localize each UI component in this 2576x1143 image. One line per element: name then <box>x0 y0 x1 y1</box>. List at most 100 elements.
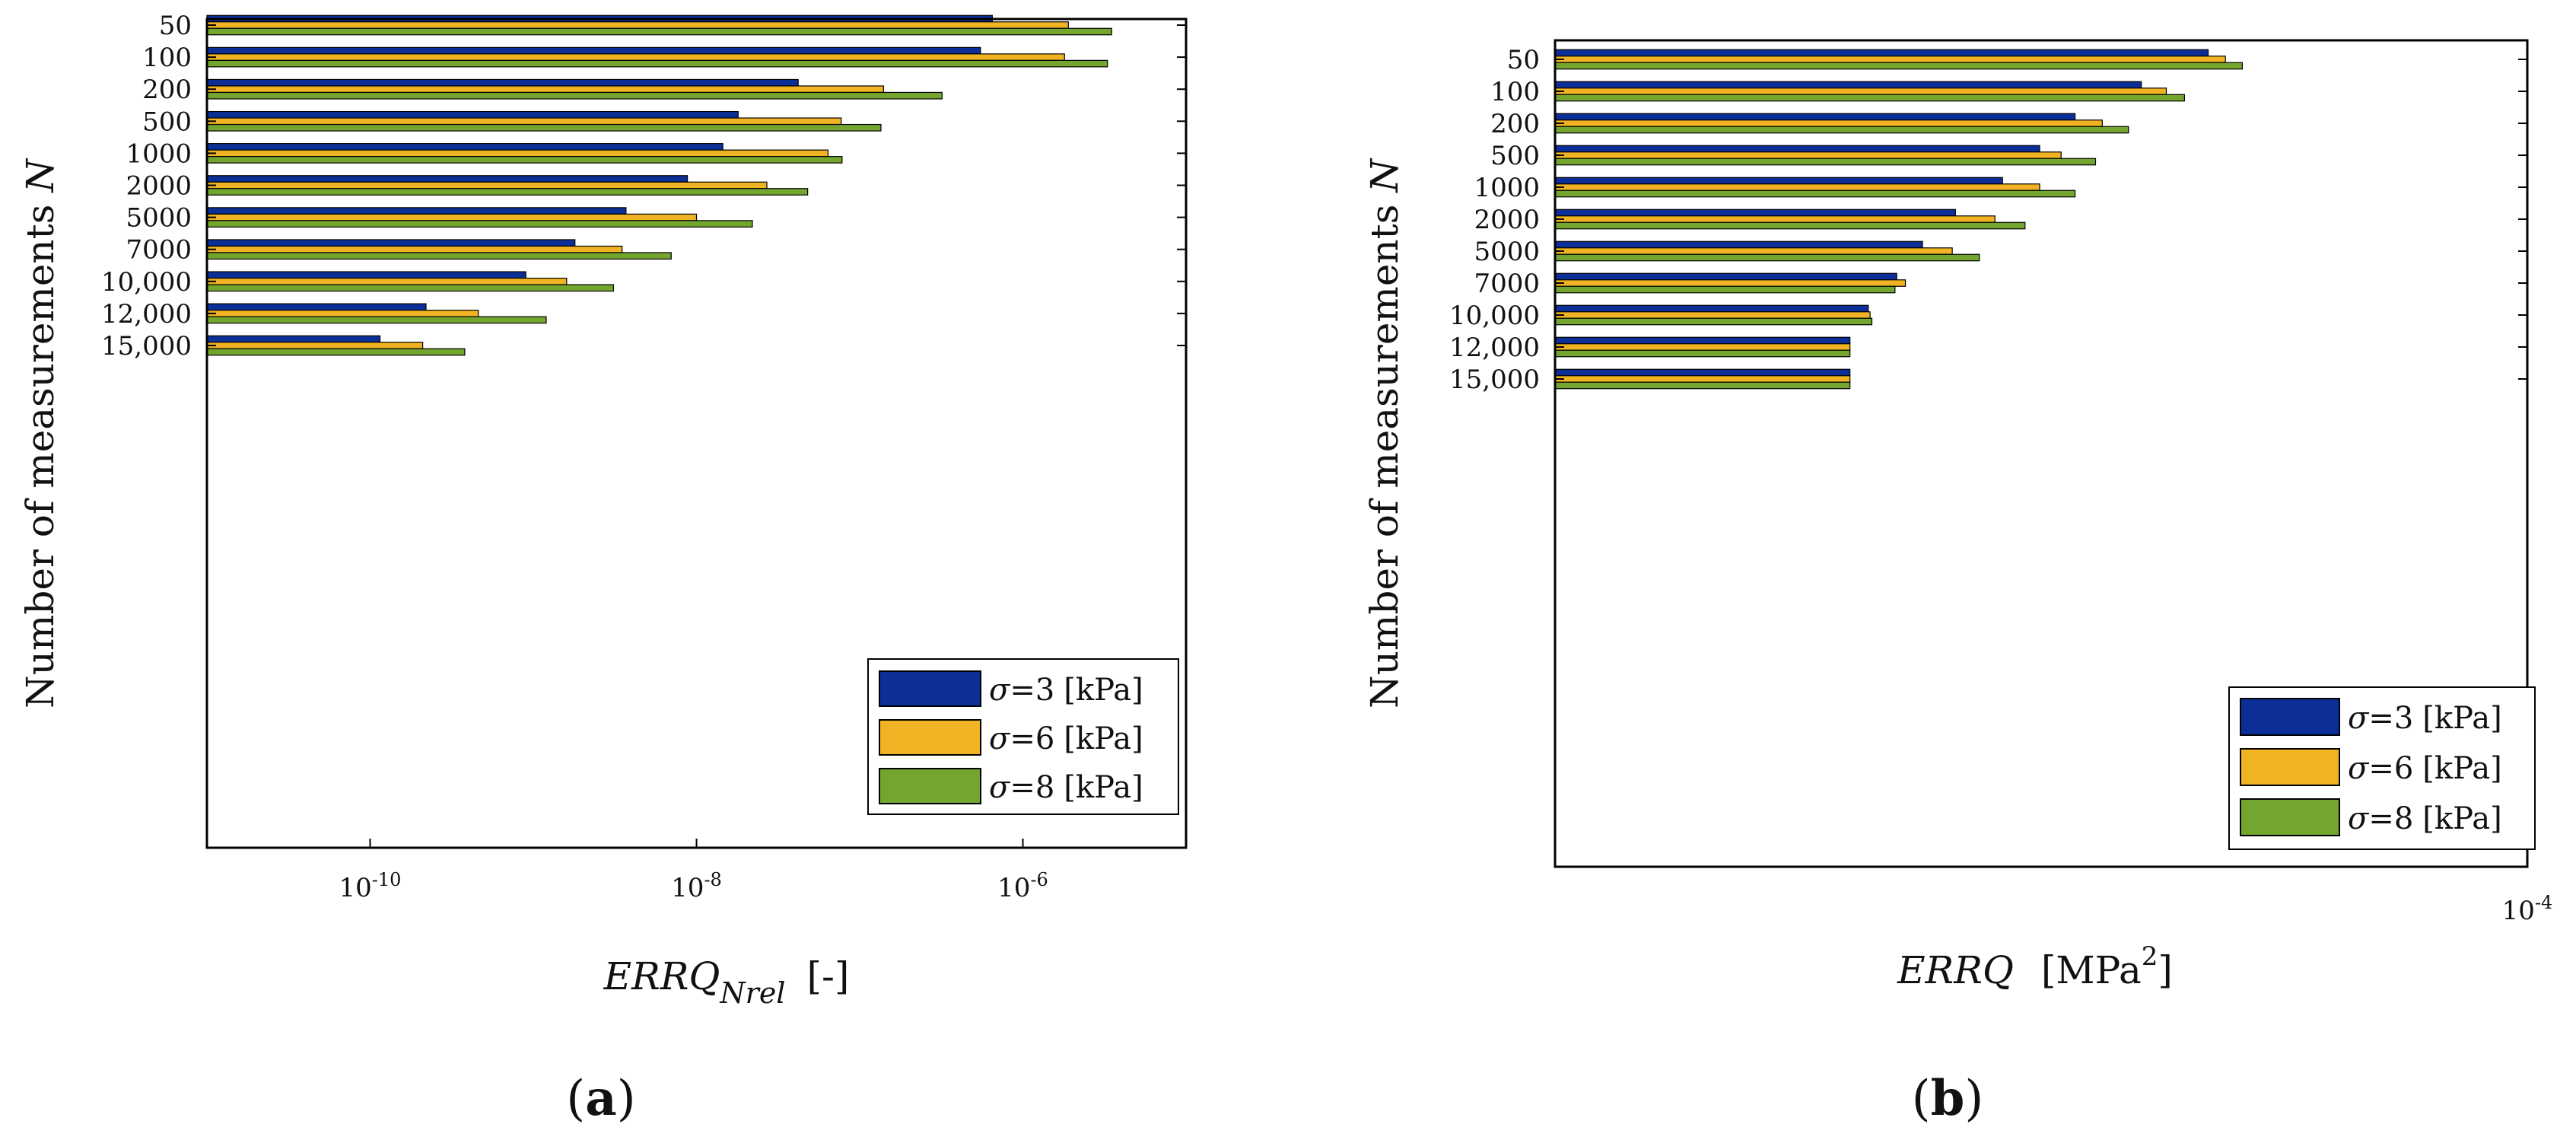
y-tick-label-b-10: 15,000 <box>1449 365 1540 395</box>
chart-a: 50100200500100020005000700010,00012,0001… <box>18 11 1188 1127</box>
panel-label-b-open: ( <box>1912 1071 1931 1127</box>
bar-b-8-2 <box>1554 317 1873 326</box>
bar-b-10-1 <box>1554 375 1851 383</box>
bar-b-10-2 <box>1554 381 1851 390</box>
y-tick-label-a-8: 10,000 <box>101 267 192 298</box>
bar-a-8-0 <box>206 271 526 279</box>
legend-unit-b-0: [kPa] <box>2422 701 2501 736</box>
chart-b: 50100200500100020005000700010,00012,0001… <box>1363 39 2552 1127</box>
legend-sigma-a-1: σ <box>989 721 1011 756</box>
bar-a-8-1 <box>206 277 568 285</box>
y-axis-title-b-text: Number of measurements <box>1363 193 1407 708</box>
bar-b-4-2 <box>1554 189 2076 198</box>
bar-b-1-2 <box>1554 94 2186 102</box>
legend-unit-b-2: [kPa] <box>2422 801 2501 836</box>
bar-a-2-0 <box>206 78 799 87</box>
bar-a-10-0 <box>206 335 381 343</box>
y-tick-label-b-6: 5000 <box>1474 237 1540 267</box>
legend-value-a-2: =8 <box>1010 770 1054 805</box>
bar-a-4-1 <box>206 149 829 158</box>
x-axis-title-b-unit-exp: 2 <box>2142 941 2158 972</box>
legend-label-b-2: σ=8 [kPa] <box>2348 801 2502 836</box>
bar-b-4-1 <box>1554 183 2040 191</box>
y-axis-title-a-var: N <box>18 158 62 193</box>
bar-a-5-0 <box>206 175 689 183</box>
bar-b-9-1 <box>1554 343 1851 351</box>
legend-sigma-a-2: σ <box>989 770 1011 805</box>
bar-b-5-0 <box>1554 209 1957 217</box>
legend-swatch-a-0 <box>879 670 981 707</box>
bar-b-7-2 <box>1554 285 1896 294</box>
bar-b-3-1 <box>1554 151 2062 159</box>
bar-b-0-0 <box>1554 49 2209 57</box>
y-tick-label-a-10: 15,000 <box>101 331 192 361</box>
panel-label-b: (b) <box>1912 1070 1984 1127</box>
panel-label-b-close: ) <box>1964 1071 1983 1127</box>
y-tick-label-b-9: 12,000 <box>1449 333 1540 363</box>
bar-a-1-2 <box>206 59 1108 68</box>
bar-a-10-2 <box>206 348 466 356</box>
legend-value-b-1: =6 <box>2368 751 2413 786</box>
plot-frame-b <box>1554 39 2529 868</box>
y-tick-label-a-1: 100 <box>142 43 192 73</box>
x-axis-title-b-main: ERRQ <box>1897 948 2014 992</box>
bar-b-6-2 <box>1554 253 1980 262</box>
x-axis-title-a: ERRQNrel [-] <box>603 954 850 1010</box>
bar-b-7-0 <box>1554 272 1897 281</box>
bar-b-0-2 <box>1554 62 2243 70</box>
legend-swatch-a-1 <box>879 719 981 756</box>
legend-value-b-0: =3 <box>2368 701 2413 736</box>
y-tick-label-a-9: 12,000 <box>101 299 192 330</box>
x-tick-label-a-2: 10-6 <box>997 869 1048 903</box>
bar-a-6-0 <box>206 207 627 215</box>
legend-label-a-0: σ=3 [kPa] <box>989 673 1143 708</box>
y-tick-label-b-3: 500 <box>1490 141 1540 171</box>
y-tick-label-a-7: 7000 <box>126 235 192 266</box>
x-tick-labels-a: 10-10 10-8 10-6 <box>339 839 1048 903</box>
bar-b-10-0 <box>1554 368 1851 377</box>
bar-b-5-1 <box>1554 215 1996 223</box>
bar-b-6-0 <box>1554 240 1923 249</box>
legend-a: σ=3 [kPa] σ=6 [kPa] σ=8 [kPa] <box>867 658 1179 815</box>
bar-a-0-2 <box>206 27 1112 36</box>
panel-label-b-letter: b <box>1931 1070 1965 1127</box>
y-tick-label-a-5: 2000 <box>126 171 192 202</box>
legend-label-b-0: σ=3 [kPa] <box>2348 701 2502 736</box>
bar-a-6-1 <box>206 213 698 221</box>
bar-a-7-2 <box>206 252 672 260</box>
x-axis-title-b: ERRQ [MPa2] <box>1897 941 2173 992</box>
panel-label-a-open: ( <box>566 1071 585 1127</box>
legend-value-b-2: =8 <box>2368 801 2413 836</box>
bar-a-4-2 <box>206 156 843 164</box>
panel-label-a-close: ) <box>617 1071 636 1127</box>
legend-unit-b-1: [kPa] <box>2422 751 2501 786</box>
bar-b-2-2 <box>1554 126 2129 134</box>
bar-a-7-0 <box>206 239 576 247</box>
bar-a-7-1 <box>206 245 623 253</box>
x-axis-title-a-main: ERRQ <box>603 954 720 998</box>
bar-b-1-1 <box>1554 88 2167 95</box>
bar-a-1-1 <box>206 53 1065 61</box>
bar-a-8-2 <box>206 284 614 292</box>
x-axis-title-a-unit: [-] <box>806 954 849 998</box>
legend-value-a-0: =3 <box>1010 673 1054 708</box>
bar-a-10-1 <box>206 342 424 349</box>
legend-label-a-2: σ=8 [kPa] <box>989 770 1143 805</box>
panel-label-a-letter: a <box>585 1070 616 1127</box>
legend-swatch-b-1 <box>2240 748 2340 786</box>
bar-b-6-1 <box>1554 247 1953 255</box>
y-tick-label-b-8: 10,000 <box>1449 301 1540 331</box>
y-tick-labels-a: 50100200500100020005000700010,00012,0001… <box>101 11 1186 361</box>
bar-a-6-2 <box>206 220 753 228</box>
bar-b-2-0 <box>1554 113 2076 121</box>
y-tick-label-b-4: 1000 <box>1474 173 1540 203</box>
bar-a-0-1 <box>206 21 1069 29</box>
legend-sigma-b-2: σ <box>2348 801 2370 836</box>
y-tick-label-b-5: 2000 <box>1474 205 1540 235</box>
y-tick-label-b-7: 7000 <box>1474 269 1540 299</box>
legend-swatch-a-2 <box>879 768 981 804</box>
x-tick-labels-b: 10-4 <box>2502 858 2552 926</box>
bar-b-2-1 <box>1554 119 2103 127</box>
bars-b <box>1554 49 2243 390</box>
legend-b: σ=3 [kPa] σ=6 [kPa] σ=8 [kPa] <box>2228 686 2536 850</box>
